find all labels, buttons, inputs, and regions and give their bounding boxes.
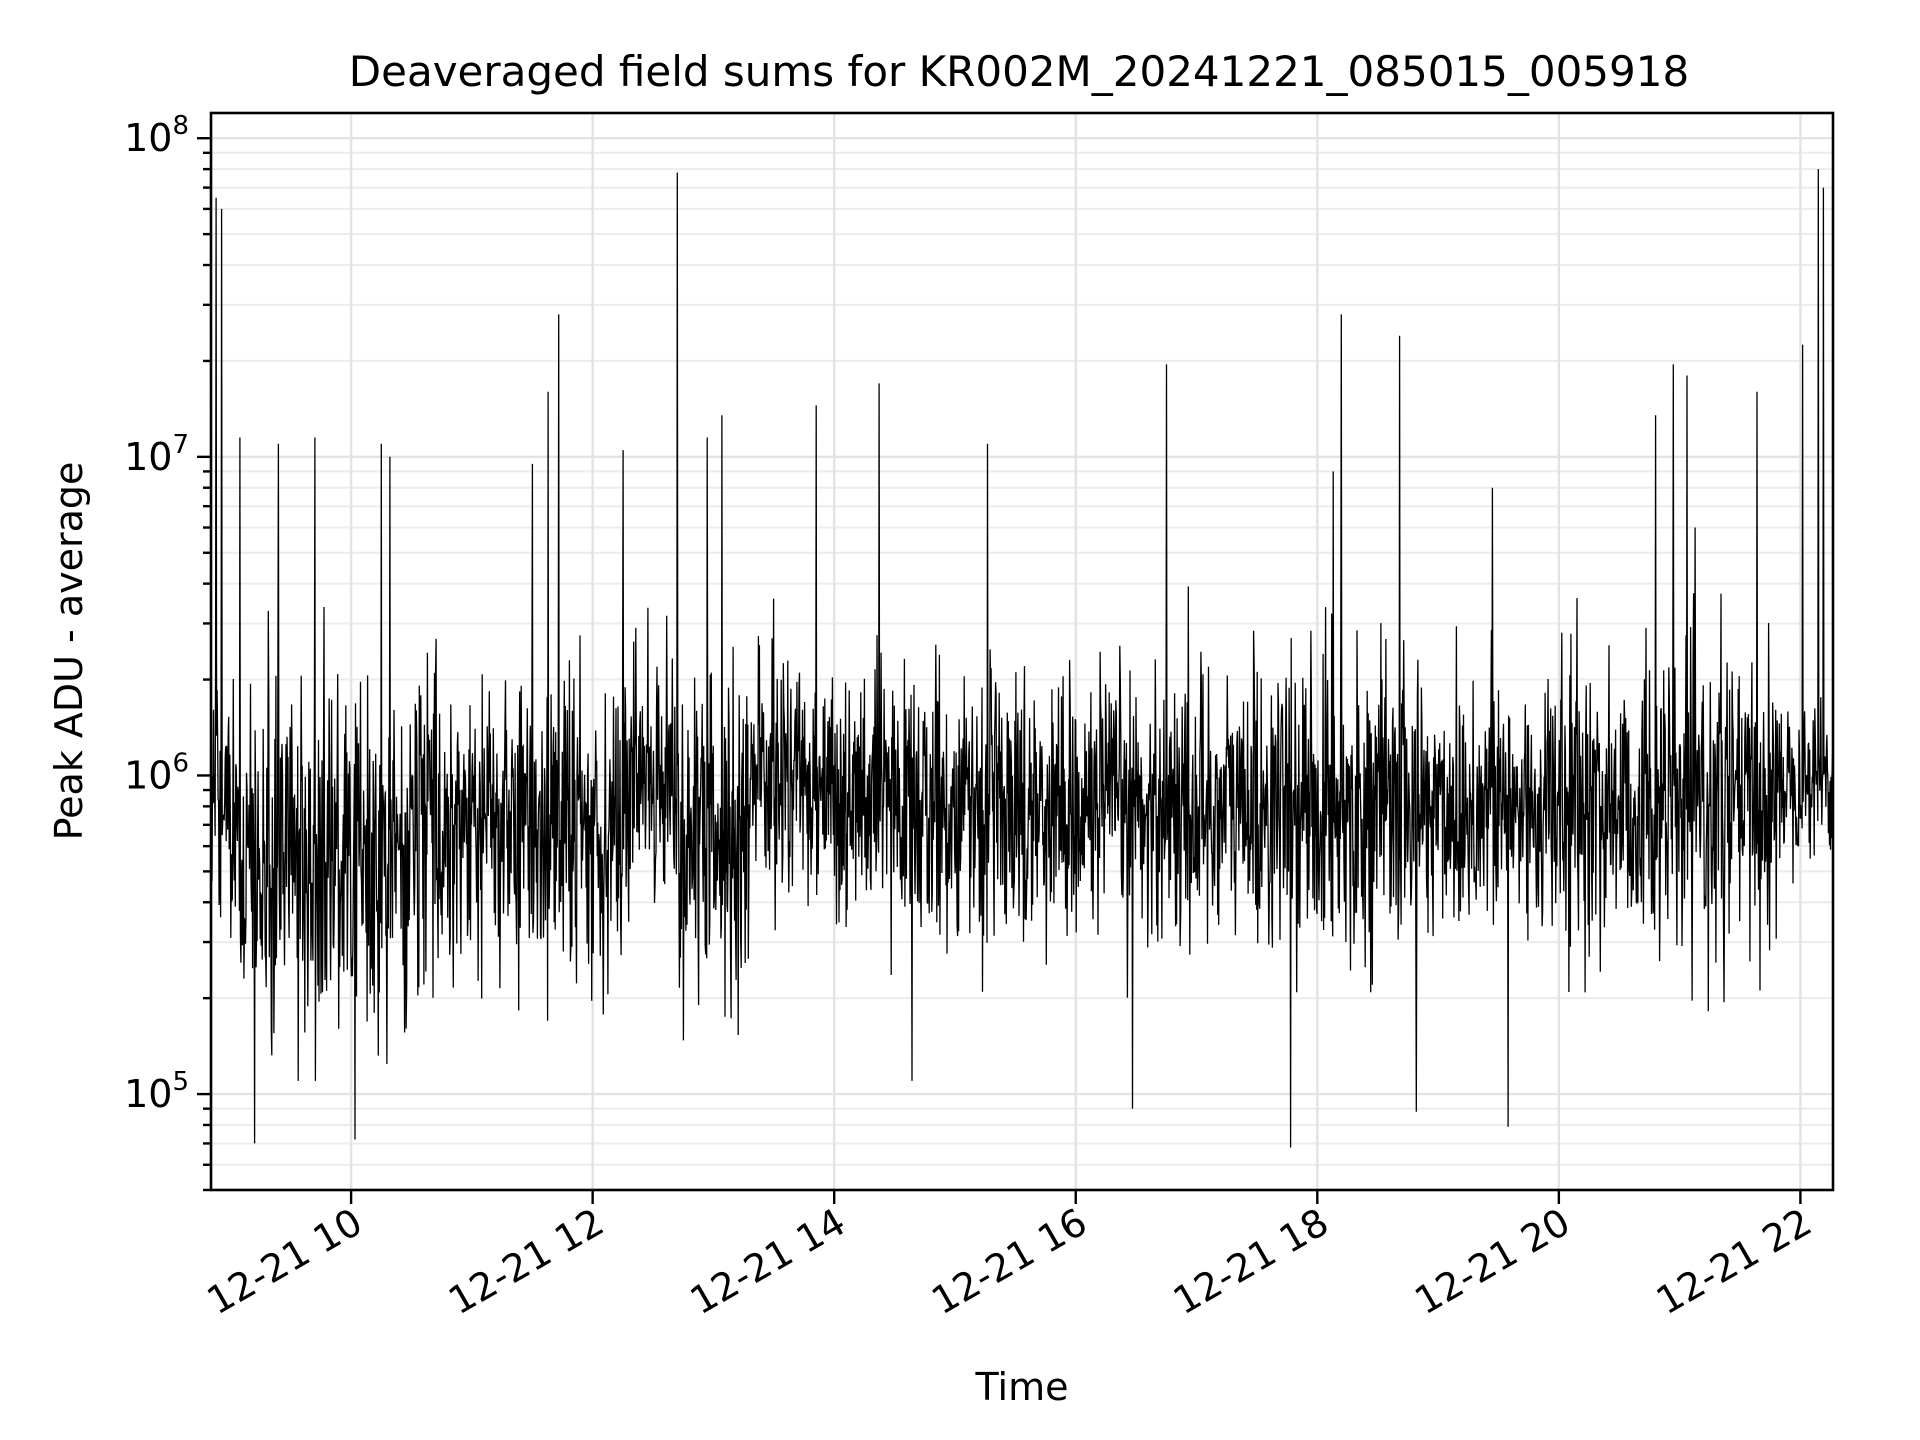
y-tick-label-exponent: 5 xyxy=(172,1067,189,1097)
series-line xyxy=(210,169,1834,1148)
y-tick-label-exponent: 7 xyxy=(172,430,189,460)
y-tick-label-base: 10 xyxy=(124,753,172,797)
series-layer xyxy=(210,169,1834,1148)
plot-frame xyxy=(209,111,1835,1192)
chart-title: Deaveraged field sums for KR002M_2024122… xyxy=(349,47,1689,96)
y-tick-label: 107 xyxy=(124,430,189,479)
y-tick-label-exponent: 6 xyxy=(172,748,189,778)
y-tick-label: 108 xyxy=(124,111,189,160)
y-axis-label: Peak ADU - average xyxy=(47,462,91,841)
y-tick-label-base: 10 xyxy=(124,435,172,479)
x-axis-label: Time xyxy=(975,1365,1069,1409)
y-tick-label-exponent: 8 xyxy=(172,111,189,141)
y-tick-label-base: 10 xyxy=(124,116,172,160)
y-tick-label: 106 xyxy=(124,748,189,797)
y-tick-label: 105 xyxy=(124,1067,189,1116)
y-tick-label-base: 10 xyxy=(124,1072,172,1116)
